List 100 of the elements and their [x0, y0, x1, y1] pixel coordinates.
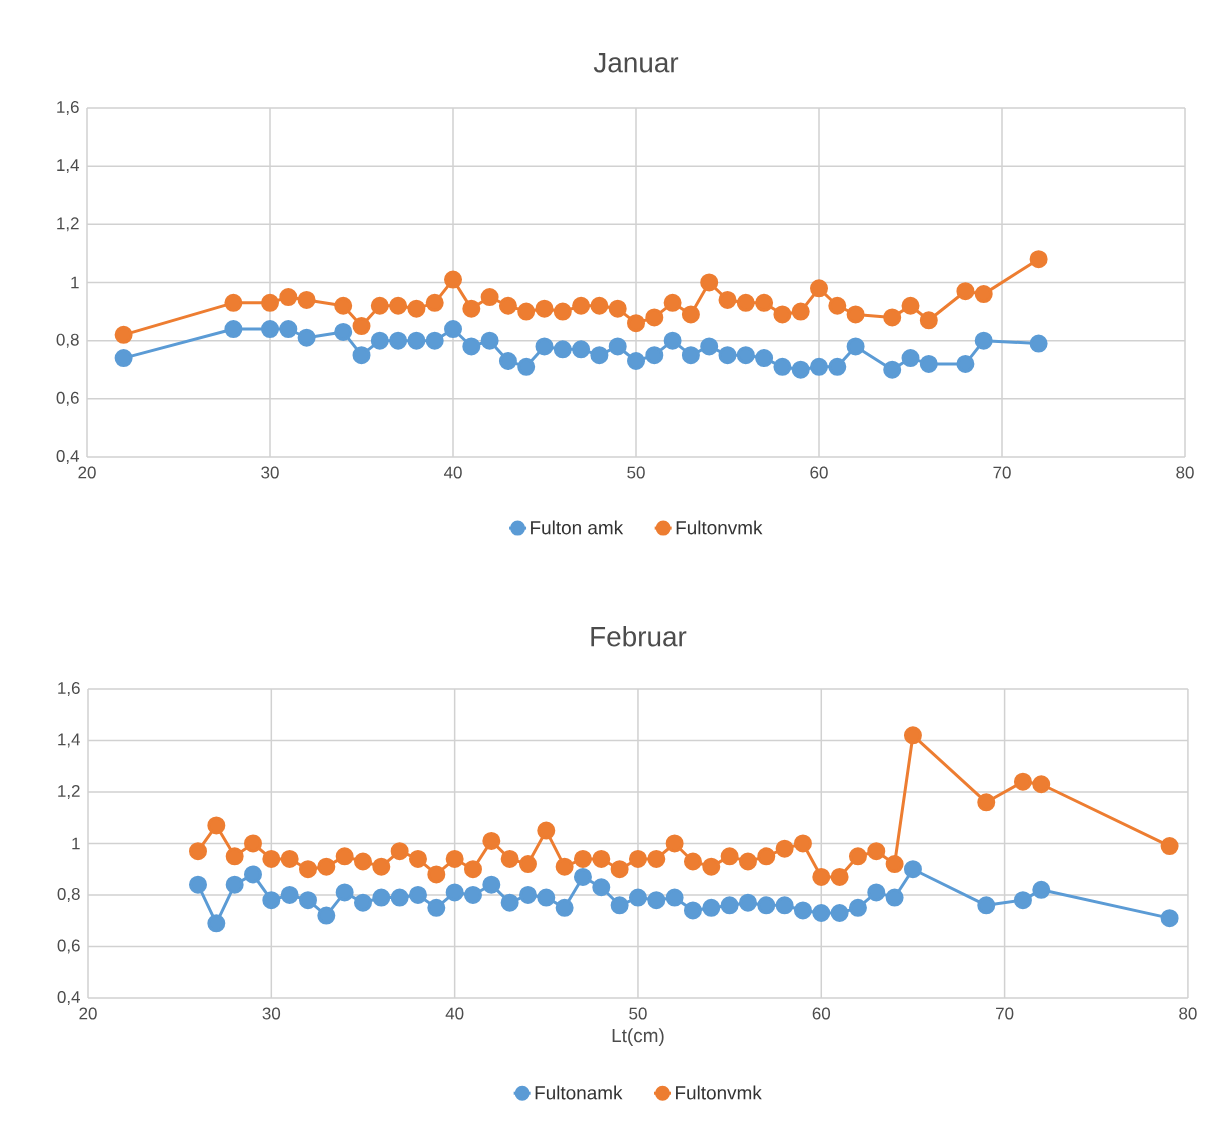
y-tick-label: 1,2	[58, 784, 80, 799]
point	[846, 337, 865, 356]
point	[408, 849, 427, 868]
point	[535, 337, 554, 356]
point	[352, 346, 371, 365]
point	[518, 855, 537, 874]
point	[1029, 334, 1048, 353]
point	[1029, 250, 1048, 269]
x-tick-label: 70	[996, 1007, 1014, 1020]
point	[812, 904, 831, 923]
y-tick-label: 0,6	[57, 939, 80, 954]
point	[903, 860, 922, 879]
point	[553, 302, 572, 321]
point	[791, 360, 810, 379]
point	[225, 847, 244, 866]
point	[463, 860, 482, 879]
point	[738, 852, 757, 871]
point	[463, 885, 482, 904]
point	[663, 293, 682, 312]
point	[537, 888, 556, 907]
point	[262, 849, 281, 868]
point	[517, 357, 536, 376]
chart-title: Januar	[593, 53, 679, 73]
point	[408, 885, 427, 904]
legend-label: Fultonvmk	[676, 1085, 762, 1100]
point	[298, 860, 317, 879]
point	[590, 296, 609, 315]
point	[775, 839, 794, 858]
point	[610, 860, 629, 879]
point	[207, 914, 226, 933]
point	[279, 320, 298, 339]
x-tick-label: 80	[1179, 1007, 1197, 1020]
point	[298, 891, 317, 910]
point	[830, 904, 849, 923]
point	[828, 296, 847, 315]
point	[810, 357, 829, 376]
point	[883, 308, 902, 327]
x-tick-label: 30	[262, 1007, 281, 1020]
point	[590, 346, 609, 365]
point	[738, 893, 757, 912]
point	[773, 305, 792, 324]
point	[390, 842, 409, 861]
point	[334, 322, 353, 341]
y-tick-label: 0,8	[57, 887, 80, 902]
point	[956, 354, 975, 373]
point	[683, 901, 702, 920]
y-tick-label: 1,2	[57, 217, 79, 232]
legend-label: Fulton amk	[531, 520, 624, 535]
point	[1160, 909, 1179, 928]
point	[353, 852, 372, 871]
point	[114, 325, 133, 344]
point	[846, 305, 865, 324]
point	[444, 270, 463, 289]
point	[755, 293, 774, 312]
point	[757, 896, 776, 915]
point	[812, 867, 831, 886]
x-tick-label: 60	[812, 1007, 831, 1020]
point	[755, 349, 774, 368]
legend-label: Fultonvmk	[676, 520, 763, 535]
point	[244, 834, 262, 853]
point	[445, 883, 464, 902]
point	[702, 857, 721, 876]
point	[224, 320, 243, 339]
point	[683, 852, 702, 871]
y-tick-label: 1	[72, 837, 80, 850]
x-tick-label: 20	[79, 1007, 97, 1020]
point	[977, 896, 996, 915]
point	[903, 726, 922, 745]
point	[810, 279, 829, 298]
point	[608, 299, 627, 318]
point	[480, 331, 499, 350]
point	[572, 340, 591, 359]
point	[427, 898, 446, 917]
point	[262, 891, 281, 910]
point	[791, 302, 810, 321]
point	[793, 834, 812, 853]
point	[736, 293, 755, 312]
point	[645, 346, 664, 365]
point	[389, 296, 408, 315]
point	[901, 349, 920, 368]
point	[517, 302, 536, 321]
point	[627, 352, 646, 371]
point	[901, 296, 920, 315]
point	[1160, 837, 1179, 856]
point	[628, 849, 647, 868]
point	[498, 296, 517, 315]
point	[335, 883, 354, 902]
point	[500, 849, 519, 868]
point	[919, 354, 938, 373]
point	[244, 865, 262, 884]
point	[372, 857, 391, 876]
point	[462, 337, 481, 356]
point	[956, 282, 975, 301]
y-tick-label: 0,6	[56, 391, 79, 406]
point	[919, 311, 938, 330]
point	[535, 299, 554, 318]
point	[280, 885, 299, 904]
point	[681, 346, 700, 365]
y-tick-label: 1,6	[58, 681, 80, 696]
point	[736, 346, 755, 365]
